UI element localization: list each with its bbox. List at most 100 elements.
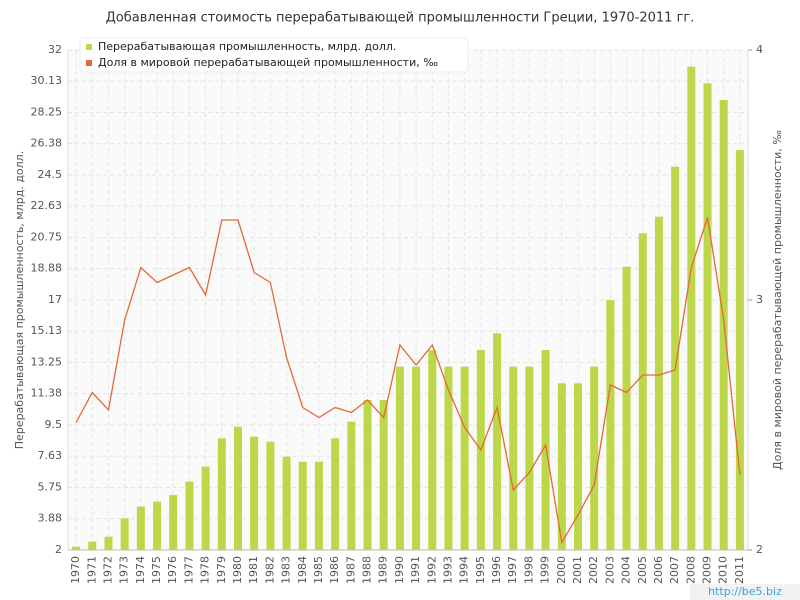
x-tick-label: 1979 (215, 556, 228, 584)
bar (347, 421, 356, 550)
bar (282, 456, 291, 550)
bar (314, 461, 323, 550)
x-tick-label: 1989 (377, 556, 390, 584)
x-tick-label: 1987 (344, 556, 357, 584)
bar (104, 536, 113, 550)
x-tick-label: 1986 (328, 556, 341, 584)
bar (72, 546, 81, 550)
bar (590, 366, 599, 550)
y-tick-label: 15.13 (31, 324, 63, 337)
y-tick-label: 5.75 (38, 481, 63, 494)
bar (234, 426, 242, 550)
bar (428, 350, 437, 550)
x-tick-label: 1994 (458, 556, 471, 584)
bar (460, 366, 469, 550)
legend-label: Доля в мировой перерабатывающей промышле… (98, 56, 438, 69)
bar (217, 438, 226, 550)
y2-tick-label: 4 (756, 43, 763, 56)
x-tick-label: 2002 (587, 556, 600, 584)
x-tick-label: 2009 (701, 556, 714, 584)
y-tick-label: 13.25 (31, 356, 63, 369)
y-tick-label: 17 (48, 293, 62, 306)
legend-swatch (86, 44, 92, 50)
x-tick-label: 1970 (69, 556, 82, 584)
bar (250, 436, 259, 550)
x-tick-label: 1990 (393, 556, 406, 584)
bar (493, 333, 502, 550)
bar (379, 400, 388, 550)
x-tick-label: 1971 (85, 556, 98, 584)
bar (622, 266, 631, 550)
x-tick-label: 2008 (684, 556, 697, 584)
watermark: http://be5.biz (708, 585, 782, 598)
bar (638, 233, 647, 551)
y-axis-label: Перерабатывающая промышленность, млрд. д… (13, 151, 26, 449)
x-tick-label: 2003 (603, 556, 616, 584)
x-tick-label: 1999 (539, 556, 552, 584)
legend-label: Перерабатывающая промышленность, млрд. д… (98, 40, 396, 53)
bar (444, 366, 453, 550)
x-tick-label: 1973 (118, 556, 131, 584)
x-tick-label: 2010 (717, 556, 730, 584)
legend: Перерабатывающая промышленность, млрд. д… (79, 37, 469, 73)
bar (703, 83, 712, 550)
y-tick-label: 20.75 (31, 231, 63, 244)
chart-title: Добавленная стоимость перерабатывающей п… (106, 11, 695, 26)
watermark-bg (690, 584, 800, 600)
y-tick-label: 11.38 (31, 387, 63, 400)
bar (687, 66, 696, 551)
x-tick-label: 1983 (280, 556, 293, 584)
x-tick-label: 1972 (101, 556, 114, 584)
x-tick-label: 2007 (668, 556, 681, 584)
bar (412, 366, 421, 550)
bar (169, 495, 178, 550)
y-tick-label: 32 (48, 43, 62, 56)
bar (525, 366, 534, 550)
bar (574, 383, 582, 550)
y2-tick-label: 3 (756, 293, 763, 306)
legend-box (79, 37, 469, 73)
bar (298, 461, 307, 550)
x-tick-label: 1974 (134, 556, 147, 584)
x-tick-label: 1980 (231, 556, 244, 584)
bar (266, 441, 275, 550)
bar (136, 506, 145, 550)
bar (557, 383, 566, 550)
x-tick-label: 2004 (620, 556, 633, 584)
x-tick-label: 2006 (652, 556, 665, 584)
x-tick-label: 1997 (506, 556, 519, 584)
y-tick-label: 28.25 (31, 106, 63, 119)
bar (541, 350, 550, 550)
bar (671, 166, 680, 550)
y-tick-label: 26.38 (31, 137, 63, 150)
bar (185, 481, 194, 550)
bar (88, 541, 97, 550)
x-tick-label: 1977 (182, 556, 195, 584)
bar (331, 438, 340, 550)
bar (153, 501, 162, 550)
bar (606, 300, 615, 550)
y-tick-label: 7.63 (38, 449, 63, 462)
line (75, 217, 741, 545)
bar (201, 466, 210, 550)
bar (509, 366, 518, 550)
x-tick-label: 1998 (522, 556, 535, 584)
x-tick-label: 1978 (199, 556, 212, 584)
legend-swatch (86, 60, 92, 66)
bar (363, 400, 372, 550)
x-tick-label: 1975 (150, 556, 163, 584)
bar (735, 150, 744, 550)
bar (395, 366, 404, 550)
x-tick-label: 2001 (571, 556, 584, 584)
x-tick-label: 1985 (312, 556, 325, 584)
y-tick-label: 24.5 (38, 168, 63, 181)
x-tick-label: 1984 (296, 556, 309, 584)
y2-axis-label: Доля в мировой перерабатывающей промышле… (771, 130, 784, 470)
x-tick-label: 1976 (166, 556, 179, 584)
x-tick-label: 2011 (733, 556, 746, 584)
x-tick-label: 1982 (263, 556, 276, 584)
y-tick-label: 2 (55, 543, 62, 556)
x-tick-label: 2005 (636, 556, 649, 584)
x-tick-label: 1991 (409, 556, 422, 584)
x-tick-label: 1995 (474, 556, 487, 584)
